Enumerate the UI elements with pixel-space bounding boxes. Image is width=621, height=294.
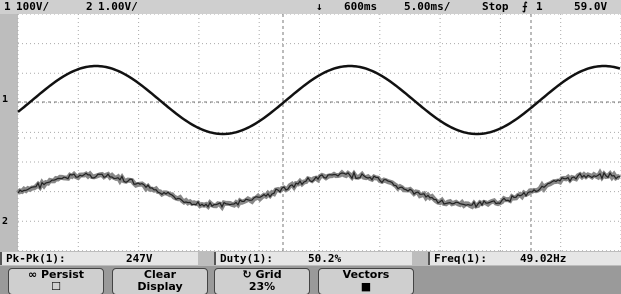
measurement-bar: Pk-Pk(1): 247V Duty(1): 50.2% Freq(1): 4… [0, 251, 621, 266]
softkey[interactable]: Clear Display [112, 268, 208, 294]
measurement-label: Duty(1): [220, 252, 273, 265]
softkey-label: Clear Display [113, 269, 207, 293]
measurement-label: Freq(1): [434, 252, 487, 265]
status-bar: 1 100V/ 2 1.00V/ ↓ 600ms 5.00ms/ Stop ⨍ … [0, 0, 621, 14]
softkey-label: Persist [41, 268, 84, 281]
trigger-level: 59.0V [574, 0, 607, 13]
ch1-label: 1 [4, 0, 11, 13]
softkey[interactable]: Vectors■ [318, 268, 414, 294]
trigger-edge: ⨍ [522, 0, 528, 13]
ch2-scale: 1.00V/ [98, 0, 138, 13]
waveform-display: 1 2 [0, 14, 621, 251]
measurement-value: 49.02Hz [520, 252, 566, 265]
ch1-marker: 1 [2, 94, 8, 105]
time-offset: 600ms [344, 0, 377, 13]
ch2-marker: 2 [2, 216, 8, 227]
ch1-scale: 100V/ [16, 0, 49, 13]
measurement: Pk-Pk(1): 247V [0, 252, 198, 265]
measurement: Freq(1): 49.02Hz [428, 252, 621, 265]
trigger-source: 1 [536, 0, 543, 13]
ch2-label: 2 [86, 0, 93, 13]
run-state: Stop [482, 0, 509, 13]
time-scale: 5.00ms/ [404, 0, 450, 13]
trigger-icon: ↓ [316, 0, 323, 13]
softkey-value: 23% [215, 281, 309, 293]
softkey[interactable]: ∞ Persist☐ [8, 268, 104, 294]
measurement-label: Pk-Pk(1): [6, 252, 66, 265]
measurement: Duty(1): 50.2% [214, 252, 412, 265]
oscilloscope-screen: 1 100V/ 2 1.00V/ ↓ 600ms 5.00ms/ Stop ⨍ … [0, 0, 621, 294]
measurement-value: 247V [126, 252, 153, 265]
measurement-value: 50.2% [308, 252, 341, 265]
